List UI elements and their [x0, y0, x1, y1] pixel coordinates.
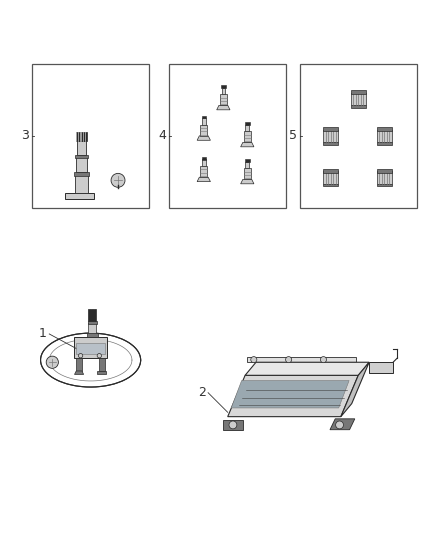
Polygon shape — [197, 136, 210, 140]
Bar — [169, 64, 286, 208]
Bar — [76, 343, 105, 353]
Bar — [377, 142, 392, 144]
Bar — [77, 141, 86, 155]
Bar — [74, 337, 107, 358]
Bar — [202, 118, 205, 125]
Polygon shape — [197, 177, 210, 182]
Circle shape — [46, 356, 58, 368]
Bar — [377, 127, 392, 131]
Bar — [65, 193, 94, 199]
Bar — [245, 125, 249, 131]
Polygon shape — [341, 362, 369, 417]
Bar — [88, 309, 96, 321]
Bar — [323, 184, 338, 186]
Polygon shape — [223, 420, 243, 430]
Polygon shape — [228, 375, 358, 417]
Text: 3: 3 — [21, 130, 29, 142]
Bar — [75, 155, 88, 158]
Bar — [76, 157, 87, 173]
Polygon shape — [76, 358, 82, 371]
Bar — [351, 106, 366, 108]
Polygon shape — [74, 371, 84, 375]
Polygon shape — [245, 362, 369, 375]
Bar — [245, 159, 250, 162]
Bar — [245, 161, 249, 168]
Text: 1: 1 — [39, 327, 47, 341]
Bar — [32, 64, 149, 208]
Bar — [300, 64, 417, 208]
Polygon shape — [369, 362, 393, 373]
Circle shape — [97, 353, 102, 358]
Bar — [323, 127, 338, 131]
Circle shape — [321, 357, 326, 362]
Circle shape — [111, 173, 125, 187]
Ellipse shape — [41, 333, 141, 387]
Bar — [201, 157, 206, 160]
Bar — [377, 130, 392, 142]
Text: 4: 4 — [159, 130, 166, 142]
Bar — [245, 123, 250, 125]
Bar — [200, 125, 208, 136]
Bar — [87, 333, 98, 337]
Bar — [201, 116, 206, 118]
Polygon shape — [240, 142, 254, 147]
Circle shape — [336, 421, 343, 429]
Polygon shape — [330, 419, 355, 430]
Bar — [222, 87, 225, 94]
Polygon shape — [231, 381, 349, 408]
Polygon shape — [97, 371, 106, 375]
Circle shape — [229, 421, 237, 429]
Bar — [88, 321, 97, 324]
Bar — [377, 169, 392, 173]
Bar — [323, 130, 338, 142]
Bar — [88, 323, 96, 333]
Bar — [202, 159, 205, 166]
Bar — [377, 184, 392, 186]
Bar — [323, 169, 338, 173]
Bar — [74, 173, 89, 175]
Text: 2: 2 — [198, 386, 205, 399]
Bar — [221, 85, 226, 88]
Text: 5: 5 — [289, 130, 297, 142]
Circle shape — [78, 353, 83, 358]
Bar — [323, 142, 338, 144]
Bar — [76, 132, 87, 141]
Bar — [351, 93, 366, 106]
Bar — [244, 168, 251, 180]
Polygon shape — [217, 106, 230, 110]
Circle shape — [251, 357, 257, 362]
Bar — [200, 166, 208, 177]
Bar — [219, 94, 227, 106]
Bar — [323, 171, 338, 184]
Bar — [244, 131, 251, 142]
Circle shape — [286, 357, 292, 362]
Bar — [351, 91, 366, 94]
Polygon shape — [247, 357, 356, 362]
Bar — [377, 171, 392, 184]
Polygon shape — [240, 180, 254, 184]
Bar — [75, 175, 88, 193]
Polygon shape — [99, 358, 105, 371]
